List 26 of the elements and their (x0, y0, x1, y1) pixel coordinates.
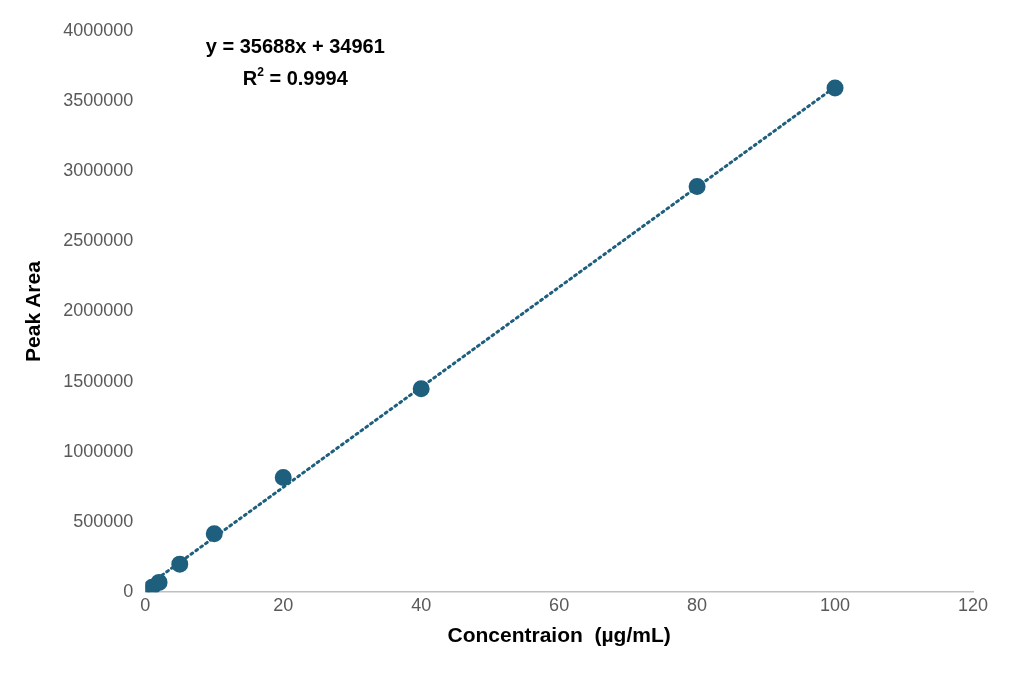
point (826, 79, 844, 97)
x-tick-label: 100 (820, 594, 851, 615)
y-tick-label: 3000000 (63, 160, 134, 181)
point (205, 525, 223, 543)
x-tick-label: 80 (687, 594, 708, 615)
annotation: y = 35688x + 34961 (205, 34, 385, 57)
x-tick-label: 60 (549, 594, 570, 615)
x-tick-label: 120 (957, 594, 989, 615)
point (150, 573, 168, 591)
y-tick-label: 1000000 (63, 440, 134, 461)
y-tick-label: 1500000 (63, 370, 134, 391)
point (274, 469, 292, 487)
x-axis-title: Concentraion (µg/mL) (447, 623, 671, 647)
x-tick-label: 20 (273, 594, 294, 615)
point (171, 555, 189, 573)
point (412, 380, 430, 398)
y-axis-title: Peak Area (21, 260, 45, 362)
y-tick-label: 2500000 (63, 230, 134, 251)
x-tick-label: 40 (411, 594, 432, 615)
y-tick-label: 500000 (73, 510, 134, 531)
y-tick-label: 4000000 (63, 19, 134, 40)
point (688, 178, 706, 196)
x-tick-label: 0 (140, 594, 151, 615)
y-tick-label: 3500000 (63, 89, 134, 110)
y-tick-label: 0 (123, 581, 134, 602)
y-tick-label: 2000000 (63, 300, 134, 321)
